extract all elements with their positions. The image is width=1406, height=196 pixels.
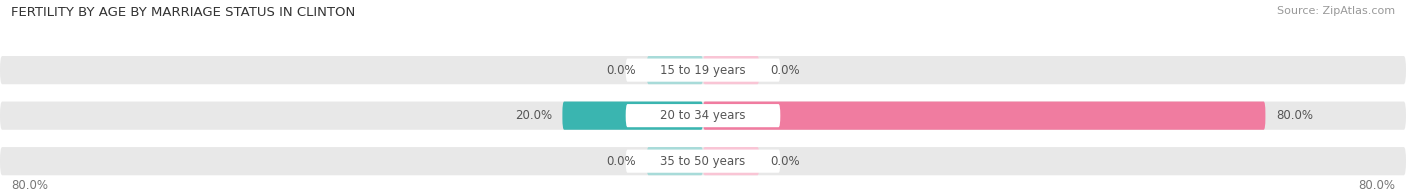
- FancyBboxPatch shape: [626, 59, 780, 82]
- Text: 80.0%: 80.0%: [1358, 179, 1395, 192]
- Text: FERTILITY BY AGE BY MARRIAGE STATUS IN CLINTON: FERTILITY BY AGE BY MARRIAGE STATUS IN C…: [11, 6, 356, 19]
- Text: 80.0%: 80.0%: [11, 179, 48, 192]
- FancyBboxPatch shape: [0, 56, 1406, 84]
- FancyBboxPatch shape: [647, 56, 703, 84]
- Text: Source: ZipAtlas.com: Source: ZipAtlas.com: [1277, 6, 1395, 16]
- Text: 20 to 34 years: 20 to 34 years: [661, 109, 745, 122]
- Text: 0.0%: 0.0%: [606, 155, 637, 168]
- FancyBboxPatch shape: [703, 56, 759, 84]
- Text: 35 to 50 years: 35 to 50 years: [661, 155, 745, 168]
- Text: 20.0%: 20.0%: [515, 109, 551, 122]
- FancyBboxPatch shape: [703, 102, 1265, 130]
- FancyBboxPatch shape: [647, 147, 703, 175]
- FancyBboxPatch shape: [703, 147, 759, 175]
- FancyBboxPatch shape: [562, 102, 703, 130]
- Text: 0.0%: 0.0%: [770, 155, 800, 168]
- Text: 0.0%: 0.0%: [606, 64, 637, 77]
- FancyBboxPatch shape: [626, 104, 780, 127]
- FancyBboxPatch shape: [0, 102, 1406, 130]
- FancyBboxPatch shape: [626, 150, 780, 173]
- FancyBboxPatch shape: [0, 147, 1406, 175]
- Text: 15 to 19 years: 15 to 19 years: [661, 64, 745, 77]
- Text: 0.0%: 0.0%: [770, 64, 800, 77]
- Text: 80.0%: 80.0%: [1277, 109, 1313, 122]
